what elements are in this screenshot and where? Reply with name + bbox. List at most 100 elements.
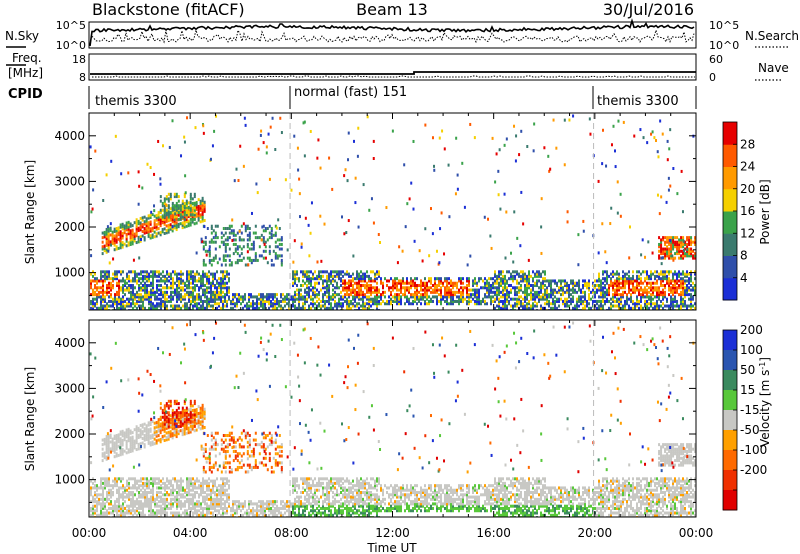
power-cell bbox=[90, 210, 93, 214]
power-cell bbox=[268, 177, 271, 181]
power-cell bbox=[195, 212, 198, 216]
power-cell bbox=[490, 288, 492, 292]
power-cell bbox=[634, 302, 636, 306]
velocity-cell bbox=[190, 493, 192, 497]
power-cell bbox=[500, 270, 502, 274]
power-cell bbox=[680, 236, 683, 240]
velocity-cell bbox=[194, 479, 196, 483]
power-cell bbox=[660, 247, 663, 251]
power-cell bbox=[101, 240, 104, 244]
power-cell bbox=[366, 115, 369, 119]
power-cell bbox=[440, 295, 442, 299]
power-cell bbox=[452, 297, 454, 301]
power-cell bbox=[654, 306, 656, 310]
power-cell bbox=[648, 281, 650, 285]
power-cell bbox=[226, 286, 228, 290]
power-cell bbox=[550, 293, 552, 297]
power-data-layer bbox=[89, 113, 696, 310]
power-cell bbox=[630, 288, 632, 292]
power-cell bbox=[170, 272, 172, 276]
power-cell bbox=[544, 295, 546, 299]
power-cell bbox=[268, 306, 270, 310]
velocity-cell bbox=[192, 502, 194, 506]
power-cell bbox=[368, 299, 370, 303]
velocity-cell bbox=[152, 479, 154, 483]
power-cell bbox=[164, 302, 166, 306]
power-cell bbox=[322, 284, 324, 288]
power-cell bbox=[350, 293, 352, 297]
power-cell bbox=[692, 281, 694, 285]
power-cell bbox=[450, 288, 452, 292]
velocity-cell bbox=[190, 497, 192, 501]
power-cell bbox=[518, 299, 520, 303]
velocity-cell bbox=[194, 481, 196, 485]
power-cell bbox=[150, 210, 153, 214]
velocity-cell bbox=[142, 504, 144, 508]
power-cell bbox=[499, 207, 502, 211]
power-cell bbox=[142, 295, 144, 299]
power-cell bbox=[666, 277, 668, 281]
power-cell bbox=[140, 270, 142, 274]
power-cell bbox=[372, 297, 374, 301]
power-cell bbox=[666, 297, 668, 301]
power-cell bbox=[123, 224, 126, 228]
power-cell bbox=[692, 297, 694, 301]
power-cell bbox=[448, 295, 450, 299]
power-cell bbox=[328, 279, 330, 283]
power-cell bbox=[174, 293, 176, 297]
power-cell bbox=[264, 304, 266, 308]
power-cell bbox=[246, 238, 249, 242]
power-cell bbox=[524, 279, 526, 283]
power-cell bbox=[346, 304, 348, 308]
power-cell bbox=[250, 295, 252, 299]
power-cell bbox=[400, 288, 402, 292]
power-cell bbox=[644, 279, 646, 283]
power-cell bbox=[424, 281, 426, 285]
power-cell bbox=[366, 290, 368, 294]
power-cell bbox=[610, 279, 612, 283]
power-cell bbox=[522, 304, 524, 308]
power-cell bbox=[426, 295, 428, 299]
velocity-cell bbox=[158, 477, 160, 481]
power-cell bbox=[576, 290, 578, 294]
power-cell bbox=[584, 299, 586, 303]
power-cell bbox=[396, 281, 398, 285]
power-cell bbox=[220, 297, 222, 301]
power-cell bbox=[214, 233, 217, 237]
power-cell bbox=[328, 290, 330, 294]
velocity-cell bbox=[114, 481, 116, 485]
power-cell bbox=[102, 279, 104, 283]
velocity-cell bbox=[206, 511, 208, 515]
power-cell bbox=[268, 231, 271, 235]
velocity-cell bbox=[168, 493, 170, 497]
power-cell bbox=[156, 284, 158, 288]
power-cell bbox=[612, 304, 614, 308]
power-cell bbox=[262, 224, 265, 228]
power-cell bbox=[108, 270, 110, 274]
power-cell bbox=[164, 274, 166, 278]
power-cell bbox=[640, 288, 642, 292]
power-cell bbox=[538, 299, 540, 303]
power-cell bbox=[650, 302, 652, 306]
power-cell bbox=[190, 277, 192, 281]
power-cell bbox=[184, 284, 186, 288]
power-cell bbox=[498, 290, 500, 294]
power-cell bbox=[308, 274, 310, 278]
power-cell bbox=[206, 302, 208, 306]
power-cell bbox=[336, 304, 338, 308]
power-cell bbox=[174, 304, 176, 308]
velocity-cell bbox=[152, 495, 154, 499]
power-cell bbox=[350, 281, 352, 285]
power-cell bbox=[306, 286, 308, 290]
power-cell bbox=[174, 212, 177, 216]
velocity-cell bbox=[142, 493, 144, 497]
power-cell bbox=[368, 306, 370, 310]
power-cell bbox=[126, 281, 128, 285]
velocity-cell bbox=[108, 493, 110, 497]
power-cell bbox=[105, 227, 108, 231]
power-cell bbox=[510, 290, 512, 294]
power-cell bbox=[197, 214, 200, 218]
power-cell bbox=[143, 229, 146, 233]
power-cell bbox=[610, 306, 612, 310]
